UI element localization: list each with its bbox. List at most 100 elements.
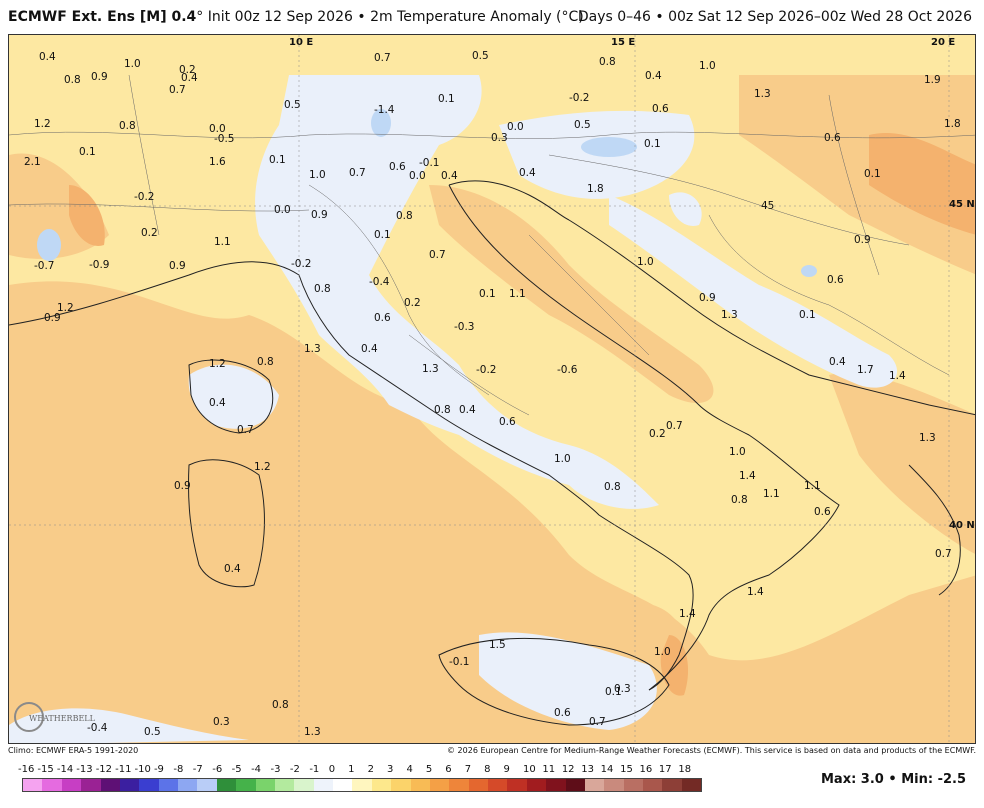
anomaly-value-label: 0.1 bbox=[438, 93, 455, 105]
anomaly-value-label: 0.0 bbox=[409, 170, 426, 182]
legend-ticks: -16 -15 -14 -13 -12 -11 -10 -9 -8 -7 -6 -5 -4 -3 -2 -1 0… bbox=[18, 764, 702, 776]
legend-tick: -14 bbox=[56, 764, 74, 775]
color-legend bbox=[22, 778, 702, 792]
legend-tick: -2 bbox=[289, 764, 300, 775]
anomaly-value-label: 1.0 bbox=[637, 256, 654, 268]
anomaly-value-label: 0.1 bbox=[479, 288, 496, 300]
legend-tick: 4 bbox=[406, 764, 413, 775]
anomaly-value-label: 0.4 bbox=[224, 563, 241, 575]
anomaly-value-label: 0.9 bbox=[44, 312, 61, 324]
map-title: ECMWF Ext. Ens [M] 0.4° Init 00z 12 Sep … bbox=[8, 9, 584, 25]
legend-tick: 17 bbox=[658, 764, 672, 775]
anomaly-value-label: 0.1 bbox=[269, 154, 286, 166]
legend-swatch bbox=[643, 779, 663, 791]
anomaly-value-label: 1.5 bbox=[489, 639, 506, 651]
anomaly-value-label: 1.0 bbox=[309, 169, 326, 181]
anomaly-value-label: -0.1 bbox=[419, 157, 440, 169]
anomaly-value-label: 0.7 bbox=[429, 249, 446, 261]
legend-swatch bbox=[391, 779, 411, 791]
legend-swatch bbox=[178, 779, 198, 791]
anomaly-value-label: 0.4 bbox=[209, 397, 226, 409]
legend-swatch bbox=[61, 779, 82, 791]
strong-warm-fields bbox=[69, 133, 975, 696]
anomaly-value-label: 0.5 bbox=[472, 50, 489, 62]
anomaly-value-label: 0.2 bbox=[141, 227, 158, 239]
logo-icon bbox=[14, 702, 44, 732]
anomaly-value-label: 1.9 bbox=[924, 74, 941, 86]
legend-swatch bbox=[546, 779, 566, 791]
anomaly-value-label: 0.1 bbox=[605, 686, 622, 698]
anomaly-value-label: 1.3 bbox=[304, 343, 321, 355]
legend-swatch bbox=[410, 779, 430, 791]
anomaly-value-label: 0.5 bbox=[284, 99, 301, 111]
anomaly-value-labels: 0.4 0.8 0.9 1.0 0.2 0.4 0.7 0.7 0.5 0.8 0.4 1.0 -0.2… bbox=[24, 50, 961, 738]
legend-tick: 12 bbox=[561, 764, 575, 775]
grid-lines bbox=[9, 35, 975, 743]
anomaly-value-label: 1.4 bbox=[739, 470, 756, 482]
logo-text: WEATHERBELL bbox=[29, 714, 96, 723]
anomaly-value-label: 1.3 bbox=[919, 432, 936, 444]
anomaly-value-label: 0.8 bbox=[604, 481, 621, 493]
legend-swatch bbox=[333, 779, 353, 791]
anomaly-value-label: 0.4 bbox=[645, 70, 662, 82]
anomaly-value-label: -0.5 bbox=[214, 133, 235, 145]
legend-tick: 9 bbox=[503, 764, 510, 775]
anomaly-value-label: 0.7 bbox=[935, 548, 952, 560]
legend-swatch bbox=[274, 779, 295, 791]
copyright-credit: © 2026 European Centre for Medium-Range … bbox=[447, 746, 976, 755]
anomaly-value-label: 45 bbox=[761, 200, 774, 212]
legend-tick: 18 bbox=[678, 764, 692, 775]
anomaly-value-label: -0.4 bbox=[87, 722, 108, 734]
legend-swatch bbox=[216, 779, 237, 791]
legend-tick: -12 bbox=[95, 764, 113, 775]
anomaly-value-label: 0.0 bbox=[507, 121, 524, 133]
anomaly-value-label: -0.2 bbox=[569, 92, 590, 104]
legend-tick: 14 bbox=[600, 764, 614, 775]
anomaly-value-label: 0.1 bbox=[374, 229, 391, 241]
legend-tick: 6 bbox=[445, 764, 452, 775]
anomaly-value-label: 0.0 bbox=[274, 204, 291, 216]
anomaly-value-label: -1.4 bbox=[374, 104, 395, 116]
anomaly-value-label: -0.2 bbox=[476, 364, 497, 376]
anomaly-value-label: 0.8 bbox=[119, 120, 136, 132]
anomaly-value-label: 0.9 bbox=[699, 292, 716, 304]
legend-tick: 0 bbox=[328, 764, 336, 775]
legend-swatch bbox=[119, 779, 140, 791]
coord-label: 15 E bbox=[611, 37, 635, 48]
legend-swatch bbox=[507, 779, 527, 791]
anomaly-value-label: -0.6 bbox=[557, 364, 578, 376]
anomaly-value-label: -0.3 bbox=[454, 321, 475, 333]
anomaly-value-label: 0.8 bbox=[731, 494, 748, 506]
legend-tick: -7 bbox=[192, 764, 203, 775]
anomaly-value-label: 1.7 bbox=[857, 364, 874, 376]
legend-swatch bbox=[100, 779, 120, 791]
legend-tick: -5 bbox=[231, 764, 242, 775]
anomaly-value-label: 0.4 bbox=[39, 51, 56, 63]
legend-tick: 13 bbox=[581, 764, 594, 775]
legend-swatch bbox=[429, 779, 450, 791]
legend-swatch bbox=[81, 779, 101, 791]
anomaly-value-label: 0.4 bbox=[361, 343, 378, 355]
anomaly-value-label: 0.8 bbox=[314, 283, 331, 295]
anomaly-value-label: 1.6 bbox=[209, 156, 226, 168]
anomaly-value-label: 1.0 bbox=[654, 646, 671, 658]
anomaly-value-label: 0.0 bbox=[209, 123, 226, 135]
anomaly-value-label: 0.9 bbox=[174, 480, 191, 492]
anomaly-value-label: 1.1 bbox=[509, 288, 526, 300]
anomaly-value-label: 2.1 bbox=[24, 156, 41, 168]
stronger-cool-spots bbox=[37, 109, 817, 277]
anomaly-value-label: 0.7 bbox=[349, 167, 366, 179]
weatherbell-logo: WEATHERBELL bbox=[14, 702, 96, 732]
anomaly-value-label: 0.7 bbox=[589, 716, 606, 728]
legend-swatch bbox=[197, 779, 217, 791]
anomaly-value-label: -0.1 bbox=[449, 656, 470, 668]
anomaly-value-label: -0.9 bbox=[89, 259, 110, 271]
anomaly-value-label: 0.6 bbox=[499, 416, 516, 428]
legend-tick: 10 bbox=[522, 764, 536, 775]
anomaly-value-label: 0.2 bbox=[404, 297, 421, 309]
legend-swatch bbox=[42, 779, 62, 791]
anomaly-value-label: 0.1 bbox=[864, 168, 881, 180]
anomaly-value-label: 0.1 bbox=[79, 146, 96, 158]
anomaly-value-label: 1.1 bbox=[804, 480, 821, 492]
anomaly-value-label: 1.3 bbox=[754, 88, 771, 100]
